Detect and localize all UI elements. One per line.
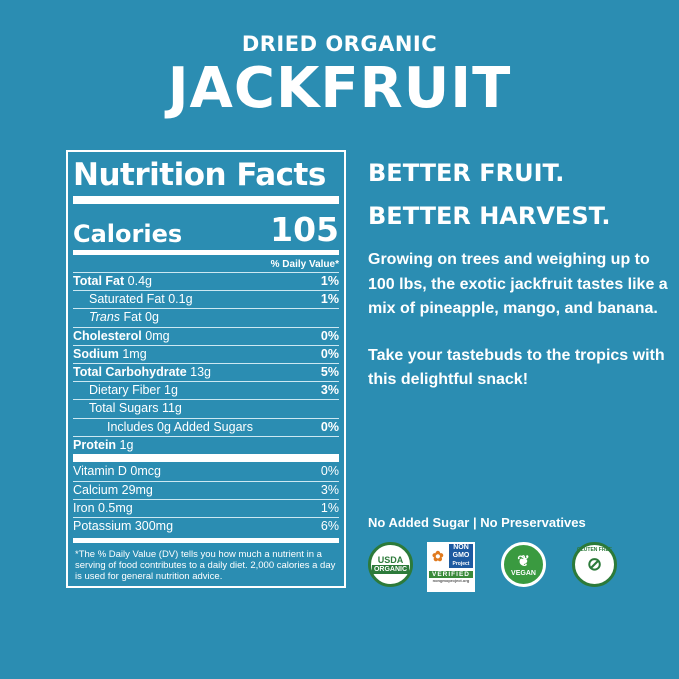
nutrient-row: Protein 1g bbox=[73, 435, 339, 454]
vitamin-row: Calcium 29mg 3% bbox=[73, 481, 339, 499]
nutrient-row: Trans Fat 0g bbox=[73, 308, 339, 326]
nutrient-row: Total Carbohydrate 13g 5% bbox=[73, 362, 339, 381]
nutrient-row: Dietary Fiber 1g 3% bbox=[73, 381, 339, 399]
vitamin-row: Potassium 300mg 6% bbox=[73, 517, 339, 535]
marketing-copy: BETTER FRUIT. BETTER HARVEST. Growing on… bbox=[368, 152, 668, 393]
nutrient-row: Total Sugars 11g bbox=[73, 399, 339, 417]
product-title: JACKFRUIT bbox=[167, 56, 512, 121]
nutrient-row: Includes 0g Added Sugars 0% bbox=[73, 417, 339, 436]
nutrient-row: Sodium 1mg 0% bbox=[73, 344, 339, 363]
label-title: Nutrition Facts bbox=[73, 157, 326, 193]
calories-value: 105 bbox=[270, 210, 339, 249]
non-gmo-verified-icon: ✿ NON GMO Project VERIFIED nongmoproject.o… bbox=[427, 542, 475, 592]
calories-label: Calories bbox=[73, 220, 183, 248]
vitamin-row: Vitamin D 0mcg 0% bbox=[73, 463, 339, 478]
nutrient-row: Total Fat 0.4g 1% bbox=[73, 272, 339, 290]
dv-header: % Daily Value* bbox=[270, 259, 339, 270]
nutrition-facts-label: Nutrition Facts Calories 105 % Daily Val… bbox=[66, 150, 346, 588]
vegan-icon: ❦ VEGAN bbox=[501, 542, 546, 587]
vitamin-row: Iron 0.5mg 1% bbox=[73, 499, 339, 517]
calories-row: Calories 105 bbox=[73, 206, 339, 249]
nutrient-row: Saturated Fat 0.1g 1% bbox=[73, 290, 339, 308]
gluten-free-icon: ⊘ GLUTEN FREE bbox=[572, 542, 617, 587]
nutrient-row: Cholesterol 0mg 0% bbox=[73, 326, 339, 345]
usda-organic-icon: USDA ORGANIC bbox=[368, 542, 413, 587]
headline-1: BETTER FRUIT. bbox=[368, 159, 565, 187]
product-subtitle: DRIED ORGANIC bbox=[241, 32, 438, 56]
claims-text: No Added Sugar | No Preservatives bbox=[368, 515, 586, 530]
description-2: Take your tastebuds to the tropics with … bbox=[368, 346, 665, 389]
headline-2: BETTER HARVEST. bbox=[368, 202, 611, 230]
certification-badges: USDA ORGANIC ✿ NON GMO Project VERIFIED no… bbox=[368, 542, 617, 592]
description-1: Growing on trees and weighing up to 100 … bbox=[368, 251, 668, 317]
footnote: *The % Daily Value (DV) tells you how mu… bbox=[75, 548, 336, 582]
